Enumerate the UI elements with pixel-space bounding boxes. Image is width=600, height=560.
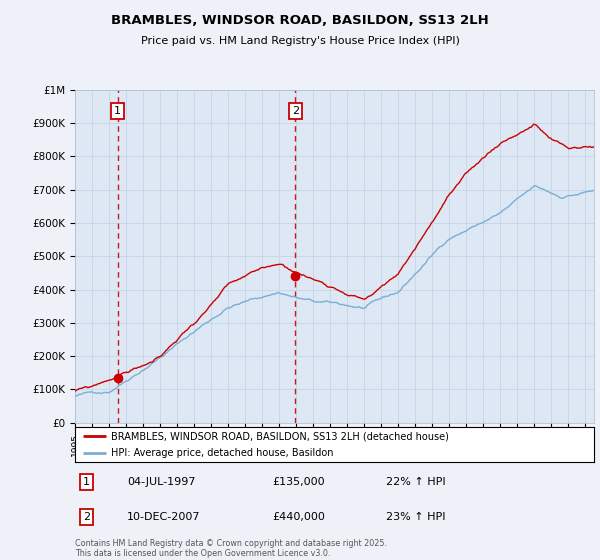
Text: £440,000: £440,000 xyxy=(272,512,325,522)
Text: 1: 1 xyxy=(114,106,121,116)
Text: BRAMBLES, WINDSOR ROAD, BASILDON, SS13 2LH (detached house): BRAMBLES, WINDSOR ROAD, BASILDON, SS13 2… xyxy=(112,431,449,441)
Text: BRAMBLES, WINDSOR ROAD, BASILDON, SS13 2LH: BRAMBLES, WINDSOR ROAD, BASILDON, SS13 2… xyxy=(111,14,489,27)
Text: 22% ↑ HPI: 22% ↑ HPI xyxy=(386,477,446,487)
Text: 1: 1 xyxy=(83,477,90,487)
Text: 2: 2 xyxy=(292,106,299,116)
Text: 10-DEC-2007: 10-DEC-2007 xyxy=(127,512,200,522)
Text: 23% ↑ HPI: 23% ↑ HPI xyxy=(386,512,446,522)
Text: Price paid vs. HM Land Registry's House Price Index (HPI): Price paid vs. HM Land Registry's House … xyxy=(140,36,460,46)
Text: 2: 2 xyxy=(83,512,90,522)
Text: 04-JUL-1997: 04-JUL-1997 xyxy=(127,477,196,487)
Text: Contains HM Land Registry data © Crown copyright and database right 2025.
This d: Contains HM Land Registry data © Crown c… xyxy=(75,539,387,558)
Text: HPI: Average price, detached house, Basildon: HPI: Average price, detached house, Basi… xyxy=(112,448,334,458)
Text: £135,000: £135,000 xyxy=(272,477,325,487)
